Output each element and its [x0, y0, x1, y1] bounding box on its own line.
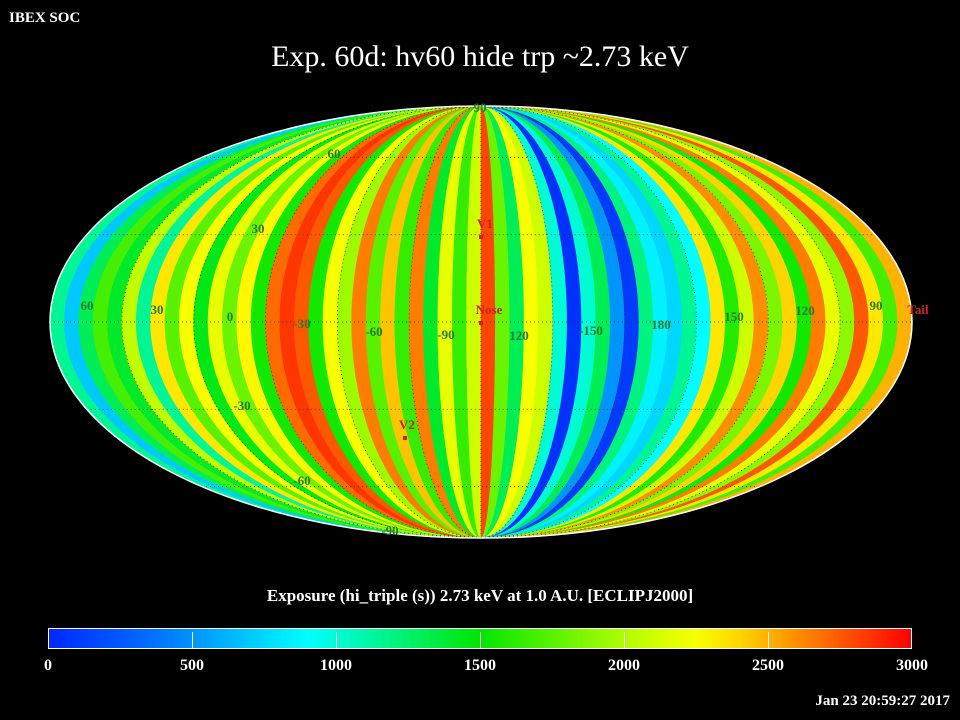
- longitude-label: 120: [509, 328, 529, 343]
- meridian-line: [480, 106, 841, 538]
- longitude-label: 180: [651, 317, 671, 332]
- colorbar-tick: [336, 632, 337, 648]
- marker-label-nose: Nose: [476, 302, 503, 317]
- colorbar-tick: [768, 632, 769, 648]
- colorbar-tick-label: 500: [180, 657, 204, 674]
- longitude-label: -30: [293, 316, 310, 331]
- marker-label-tail: Tail: [907, 302, 929, 317]
- colorbar-tick-label: 1000: [320, 657, 352, 674]
- marker-dot: [479, 235, 483, 239]
- colorbar-tick-label: 0: [44, 657, 52, 674]
- longitude-label: -60: [365, 324, 382, 339]
- colorbar-tick-label: 2500: [752, 657, 784, 674]
- longitude-label: 150: [724, 309, 744, 324]
- chart-title: Exp. 60d: hv60 hide trp ~2.73 keV: [271, 40, 689, 73]
- colorbar-tick-label: 2000: [608, 657, 640, 674]
- longitude-label: 90: [870, 298, 883, 313]
- marker-dot: [403, 436, 407, 440]
- latitude-label: 30: [252, 221, 265, 236]
- timestamp: Jan 23 20:59:27 2017: [815, 693, 950, 709]
- latitude-label: 60: [328, 146, 341, 161]
- colorbar-tick: [192, 632, 193, 648]
- longitude-label: 60: [81, 298, 94, 313]
- meridian-line: [480, 106, 554, 538]
- meridian-line: [480, 106, 626, 538]
- marker-dot: [479, 321, 483, 325]
- colorbar-tick-label: 1500: [464, 657, 496, 674]
- latitude-label: -90: [381, 523, 398, 538]
- latitude-label: -30: [233, 398, 250, 413]
- marker-label-v2: V2: [399, 417, 415, 432]
- meridian-line: [336, 106, 482, 538]
- longitude-label: 0: [227, 309, 234, 324]
- longitude-label: 120: [795, 303, 815, 318]
- map-outline: [49, 105, 913, 539]
- marker-label-v1: V1: [477, 216, 493, 231]
- meridian-line: [121, 106, 482, 538]
- longitude-label: -90: [437, 327, 454, 342]
- colorbar-tick: [480, 632, 481, 648]
- latitude-label: 90: [474, 100, 487, 115]
- app-label: IBEX SOC: [9, 10, 81, 26]
- colorbar-tick-label: 3000: [896, 657, 928, 674]
- longitude-label: 30: [151, 302, 164, 317]
- latitude-label: -60: [293, 473, 310, 488]
- colorbar-tick: [624, 632, 625, 648]
- colorbar-caption: Exposure (hi_triple (s)) 2.73 keV at 1.0…: [266, 586, 694, 605]
- longitude-label: -150: [579, 323, 603, 338]
